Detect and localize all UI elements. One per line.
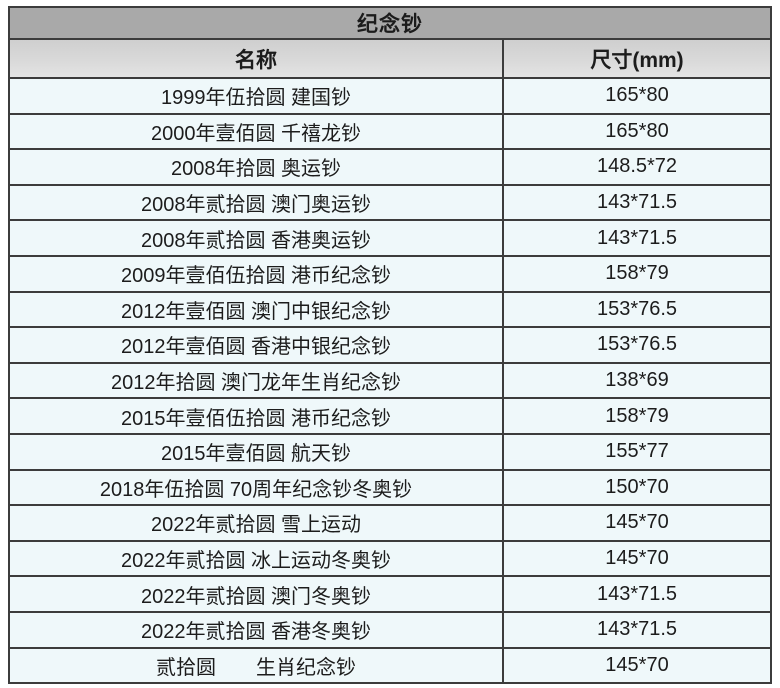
column-header-name: 名称 <box>8 38 504 79</box>
table-row: 2012年拾圆 澳门龙年生肖纪念钞 138*69 <box>8 361 772 400</box>
banknote-size: 143*71.5 <box>502 183 772 222</box>
table-row: 2022年贰拾圆 澳门冬奥钞 143*71.5 <box>8 575 772 613</box>
banknote-name: 2015年壹佰圆 航天钞 <box>8 432 504 471</box>
banknote-name: 贰拾圆 生肖纪念钞 <box>8 646 504 685</box>
table-row: 2022年贰拾圆 雪上运动 145*70 <box>8 504 772 542</box>
banknote-name: 2022年贰拾圆 冰上运动冬奥钞 <box>8 539 504 578</box>
banknote-size: 155*77 <box>502 432 772 471</box>
banknote-name: 2008年拾圆 奥运钞 <box>8 148 504 186</box>
banknote-size: 153*76.5 <box>502 290 772 329</box>
banknote-size: 145*70 <box>502 646 772 685</box>
table-title-row: 纪念钞 <box>8 6 772 40</box>
table-body: 1999年伍拾圆 建国钞 165*80 2000年壹佰圆 千禧龙钞 165*80 200… <box>8 77 772 685</box>
banknote-size: 158*79 <box>502 254 772 293</box>
table-title: 纪念钞 <box>8 6 772 40</box>
table-row: 2008年拾圆 奥运钞 148.5*72 <box>8 148 772 186</box>
banknote-name: 2009年壹佰伍拾圆 港币纪念钞 <box>8 254 504 293</box>
table-row: 2008年贰拾圆 香港奥运钞 143*71.5 <box>8 219 772 257</box>
banknote-size: 165*80 <box>502 112 772 151</box>
banknote-name: 2022年贰拾圆 雪上运动 <box>8 504 504 542</box>
banknote-name: 2022年贰拾圆 香港冬奥钞 <box>8 610 504 649</box>
banknote-size: 148.5*72 <box>502 148 772 186</box>
table-row: 1999年伍拾圆 建国钞 165*80 <box>8 77 772 115</box>
banknote-name: 1999年伍拾圆 建国钞 <box>8 77 504 115</box>
banknote-size: 153*76.5 <box>502 326 772 364</box>
banknote-name: 2000年壹佰圆 千禧龙钞 <box>8 112 504 151</box>
banknote-name: 2012年壹佰圆 澳门中银纪念钞 <box>8 290 504 329</box>
banknote-size: 138*69 <box>502 361 772 400</box>
table-row: 2022年贰拾圆 冰上运动冬奥钞 145*70 <box>8 539 772 578</box>
banknote-name: 2012年拾圆 澳门龙年生肖纪念钞 <box>8 361 504 400</box>
banknote-size: 150*70 <box>502 468 772 507</box>
table-row: 2009年壹佰伍拾圆 港币纪念钞 158*79 <box>8 254 772 293</box>
banknote-size: 143*71.5 <box>502 219 772 257</box>
banknote-name: 2012年壹佰圆 香港中银纪念钞 <box>8 326 504 364</box>
banknote-size: 165*80 <box>502 77 772 115</box>
table-row: 2012年壹佰圆 澳门中银纪念钞 153*76.5 <box>8 290 772 329</box>
table-row: 贰拾圆 生肖纪念钞 145*70 <box>8 646 772 685</box>
table-row: 2008年贰拾圆 澳门奥运钞 143*71.5 <box>8 183 772 222</box>
banknote-size: 143*71.5 <box>502 575 772 613</box>
banknote-size: 145*70 <box>502 539 772 578</box>
table-row: 2018年伍拾圆 70周年纪念钞冬奥钞 150*70 <box>8 468 772 507</box>
table-row: 2000年壹佰圆 千禧龙钞 165*80 <box>8 112 772 151</box>
banknote-size: 145*70 <box>502 504 772 542</box>
banknote-table: 纪念钞 名称 尺寸(mm) 1999年伍拾圆 建国钞 165*80 2000年壹佰圆… <box>8 6 772 685</box>
table-row: 2015年壹佰伍拾圆 港币纪念钞 158*79 <box>8 397 772 435</box>
table-row: 2015年壹佰圆 航天钞 155*77 <box>8 432 772 471</box>
banknote-name: 2015年壹佰伍拾圆 港币纪念钞 <box>8 397 504 435</box>
column-header-row: 名称 尺寸(mm) <box>8 38 772 79</box>
table-row: 2012年壹佰圆 香港中银纪念钞 153*76.5 <box>8 326 772 364</box>
banknote-name: 2008年贰拾圆 香港奥运钞 <box>8 219 504 257</box>
banknote-table-container: 纪念钞 名称 尺寸(mm) 1999年伍拾圆 建国钞 165*80 2000年壹佰圆… <box>8 6 772 685</box>
banknote-size: 158*79 <box>502 397 772 435</box>
banknote-name: 2022年贰拾圆 澳门冬奥钞 <box>8 575 504 613</box>
banknote-name: 2008年贰拾圆 澳门奥运钞 <box>8 183 504 222</box>
banknote-size: 143*71.5 <box>502 610 772 649</box>
table-row: 2022年贰拾圆 香港冬奥钞 143*71.5 <box>8 610 772 649</box>
column-header-size: 尺寸(mm) <box>502 38 772 79</box>
banknote-name: 2018年伍拾圆 70周年纪念钞冬奥钞 <box>8 468 504 507</box>
